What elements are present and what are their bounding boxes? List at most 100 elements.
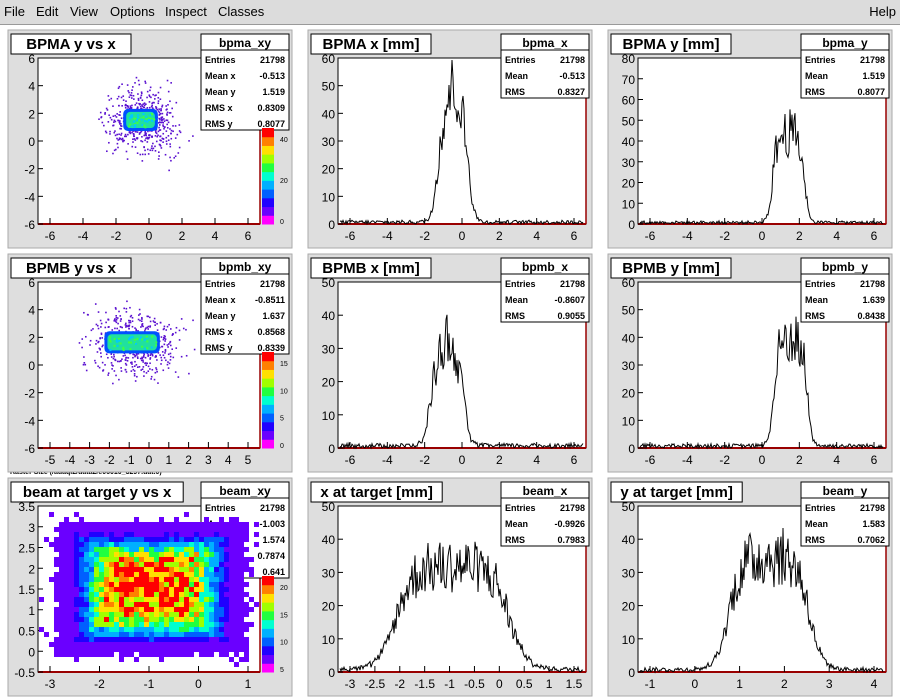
- scatter-point: [119, 114, 121, 116]
- heat-cell: [209, 562, 214, 567]
- scatter-point: [169, 355, 172, 358]
- scatter-point: [149, 316, 151, 319]
- stats-value: 21798: [560, 55, 585, 65]
- heat-cell: [174, 542, 179, 547]
- menu-edit[interactable]: Edit: [36, 4, 59, 19]
- heat-cell: [209, 602, 214, 607]
- heat-cell: [164, 597, 169, 602]
- heat-cell: [204, 562, 209, 567]
- scatter-point: [179, 131, 182, 134]
- heat-cell: [64, 547, 69, 552]
- scatter-point: [116, 142, 119, 145]
- scatter-point: [158, 155, 160, 157]
- heat-cell: [64, 587, 69, 592]
- scatter-point: [110, 356, 113, 358]
- heat-cell: [149, 542, 154, 547]
- scatter-point: [159, 135, 162, 137]
- menu-classes[interactable]: Classes: [218, 4, 265, 19]
- scatter-point: [144, 362, 146, 365]
- y-tick-label: 0: [628, 442, 635, 456]
- heat-cell: [179, 522, 184, 527]
- menu-inspect[interactable]: Inspect: [165, 4, 207, 19]
- scatter-point: [143, 134, 146, 137]
- root-canvas[interactable]: Raster Size (/adaql2/data2/e06010_3297.d…: [0, 25, 900, 700]
- heat-cell: [144, 652, 149, 657]
- heat-cell: [134, 582, 139, 587]
- heat-cell: [119, 607, 124, 612]
- menu-help[interactable]: Help: [869, 4, 896, 19]
- stats-label: RMS: [805, 535, 825, 545]
- heat-cell: [109, 557, 114, 562]
- heat-cell: [104, 607, 109, 612]
- heat-cell: [109, 647, 114, 652]
- heat-cell: [134, 642, 139, 647]
- heat-cell: [114, 592, 119, 597]
- scatter-point: [115, 374, 117, 377]
- heat-cell: [69, 567, 74, 572]
- heat-cell: [144, 642, 149, 647]
- scatter-point: [81, 338, 84, 340]
- scatter-point: [112, 124, 114, 127]
- heat-cell: [234, 607, 239, 612]
- scatter-point: [125, 322, 127, 325]
- heat-cell: [184, 567, 189, 572]
- heat-cell: [149, 522, 154, 527]
- heat-cell: [239, 607, 244, 612]
- heat-cell: [134, 547, 139, 552]
- heat-cell: [119, 562, 124, 567]
- menu-options[interactable]: Options: [110, 4, 155, 19]
- core-cell: [129, 114, 132, 117]
- heat-cell: [219, 582, 224, 587]
- heat-cell: [64, 572, 69, 577]
- heat-cell: [79, 572, 84, 577]
- scatter-point: [131, 361, 133, 364]
- menu-view[interactable]: View: [70, 4, 98, 19]
- heat-cell: [99, 607, 104, 612]
- stats-frame: [500, 33, 590, 99]
- heat-cell: [154, 622, 159, 627]
- scatter-point: [116, 98, 119, 100]
- heat-cell: [84, 652, 89, 657]
- heat-cell: [114, 567, 119, 572]
- heat-cell: [194, 567, 199, 572]
- scatter-point: [156, 370, 158, 373]
- heat-cell: [99, 612, 104, 617]
- heat-cell: [54, 577, 59, 582]
- heat-cell: [69, 617, 74, 622]
- core-cell: [133, 338, 136, 341]
- core-cell: [128, 336, 131, 339]
- heat-cell: [194, 592, 199, 597]
- core-cell: [144, 347, 147, 350]
- heat-cell: [119, 547, 124, 552]
- menu-file[interactable]: File: [4, 4, 25, 19]
- scatter-point: [115, 308, 117, 310]
- heat-cell: [159, 592, 164, 597]
- scatter-point: [98, 118, 100, 121]
- heat-cell: [189, 567, 194, 572]
- heat-cell: [59, 647, 64, 652]
- heat-cell: [209, 652, 214, 657]
- heat-cell: [154, 532, 159, 537]
- heat-cell: [129, 572, 134, 577]
- heat-cell: [79, 532, 84, 537]
- histogram-line: [339, 59, 584, 226]
- heat-cell: [209, 582, 214, 587]
- heat-cell: [159, 552, 164, 557]
- heat-cell: [209, 547, 214, 552]
- scatter-point: [167, 135, 170, 137]
- title-box: beam at target y vs x: [10, 481, 184, 503]
- heat-cell: [199, 647, 204, 652]
- core-cell: [140, 117, 143, 120]
- scatter-point: [158, 124, 161, 126]
- canvas-svg[interactable]: Raster Size (/adaql2/data2/e06010_3297.d…: [0, 25, 900, 700]
